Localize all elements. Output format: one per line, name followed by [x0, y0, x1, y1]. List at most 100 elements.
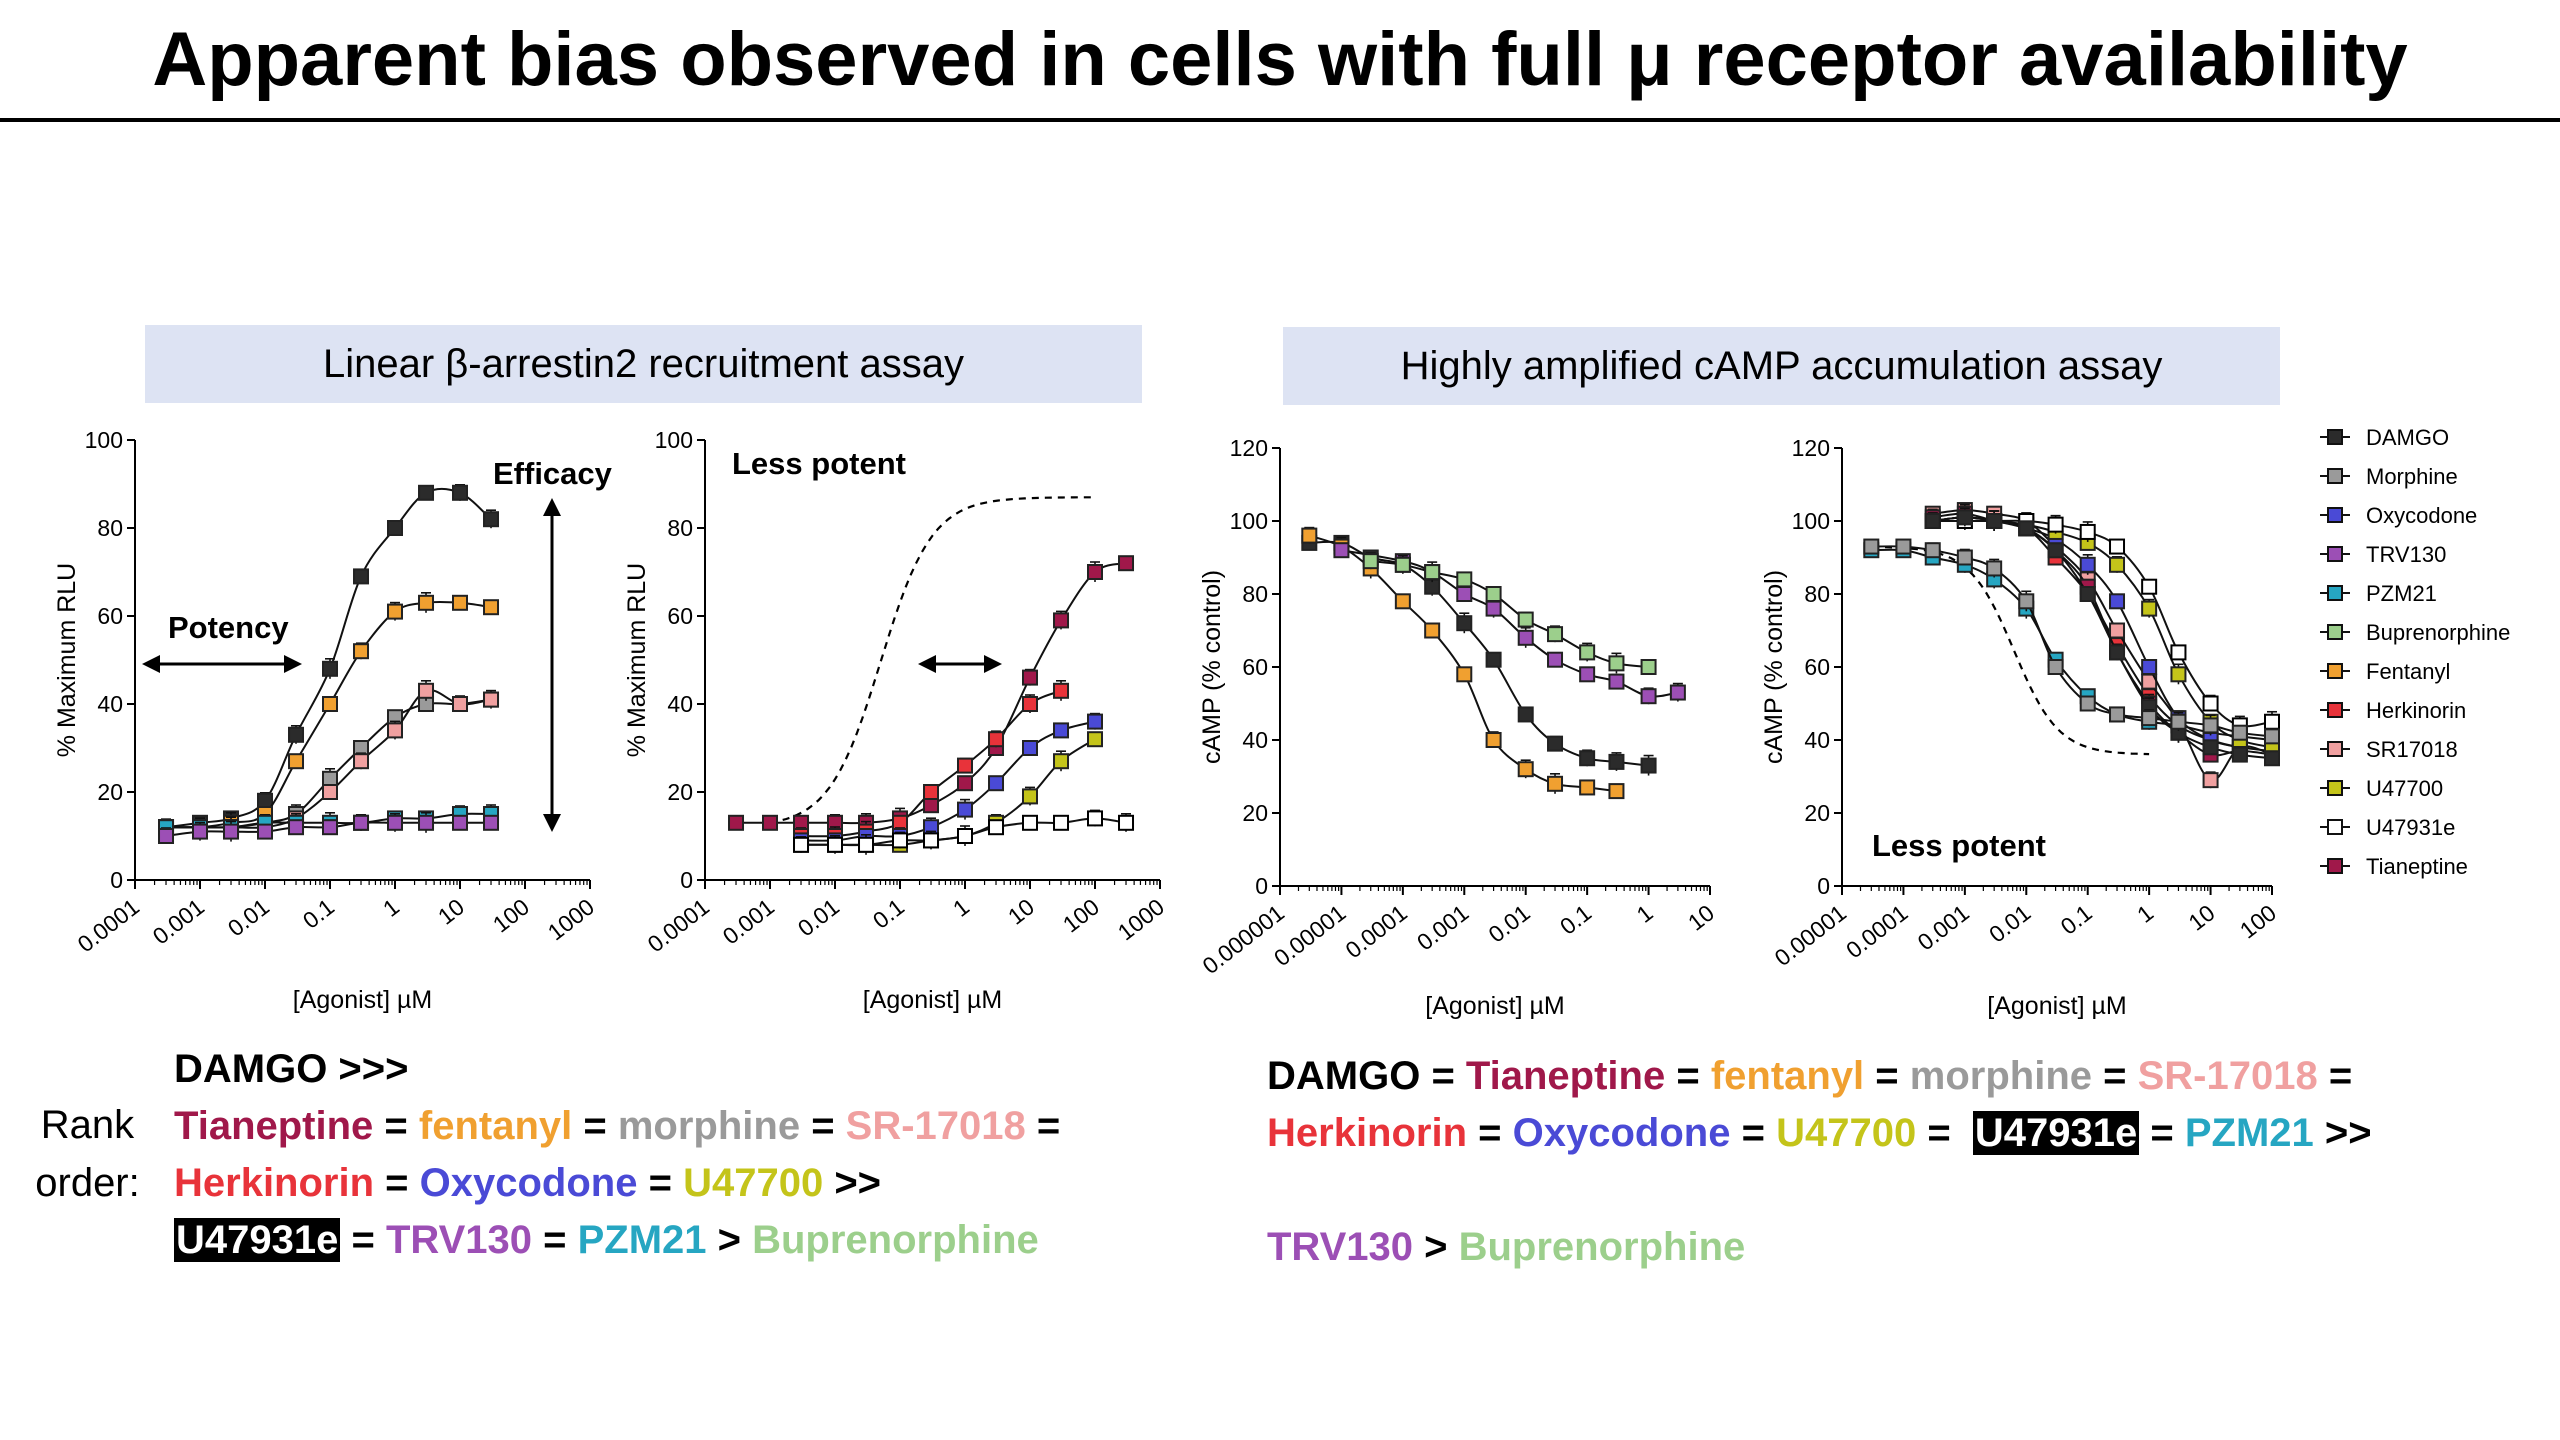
rank-line: DAMGO >>> [174, 1041, 1060, 1098]
rank-segment: = [373, 1104, 419, 1148]
y-tick-label: 120 [1230, 435, 1268, 461]
x-tick-label: 0.0001 [643, 893, 714, 957]
rank-label-line-1: Rank [40, 1103, 135, 1147]
legend-marker [2320, 429, 2350, 445]
data-point [223, 823, 240, 840]
data-point [192, 823, 208, 840]
series-damgo [1924, 507, 2280, 767]
data-point [2141, 710, 2158, 727]
rank-line: DAMGO = Tianeptine = fentanyl = morphine… [1267, 1048, 2372, 1105]
x-tick-label: 1000 [1113, 893, 1169, 945]
data-point [1924, 513, 1941, 529]
data-point [793, 836, 810, 853]
data-point [322, 770, 338, 787]
data-point [2109, 538, 2126, 555]
legend-square [2327, 702, 2343, 718]
left-panel-header: Linear β-arrestin2 recruitment assay [145, 325, 1142, 403]
data-point [1053, 612, 1070, 629]
reference-curve-dashed [769, 496, 1095, 824]
y-tick-label: 60 [97, 603, 123, 629]
legend-item-damgo: DAMGO [2318, 418, 2558, 457]
data-point [483, 691, 500, 708]
series-morphine [1863, 538, 2280, 745]
legend-square [2327, 507, 2343, 523]
data-point [2202, 772, 2219, 789]
rank-compound-highlighted: U47931e [174, 1218, 341, 1262]
data-point [1640, 659, 1657, 675]
x-tick-label: 0.1 [1555, 899, 1596, 939]
data-point [1456, 571, 1473, 588]
fit-curve [1932, 516, 2241, 749]
data-point [1394, 556, 1411, 573]
data-point [1456, 666, 1473, 683]
data-point [1456, 615, 1473, 632]
rank-segment: fentanyl [418, 1104, 573, 1148]
rank-segment: TRV130 [385, 1218, 532, 1262]
data-point [1517, 706, 1534, 723]
fit-curve [1309, 540, 1649, 767]
data-point [1053, 814, 1070, 831]
rank-segment: = [1730, 1111, 1777, 1155]
rank-segment: Tianeptine [174, 1104, 374, 1148]
data-point [452, 594, 468, 611]
data-point [2231, 724, 2248, 741]
legend-square [2327, 780, 2343, 796]
y-tick-label: 80 [97, 515, 123, 541]
potency-arrow [142, 655, 302, 673]
rank-segment: U47700 [1776, 1111, 1917, 1155]
efficacy-label: Efficacy [493, 456, 613, 491]
data-point [322, 660, 338, 677]
legend-marker [2320, 663, 2350, 679]
data-point [1986, 513, 2003, 529]
legend-square [2327, 429, 2343, 445]
legend-item-buprenorphine: Buprenorphine [2318, 613, 2558, 652]
data-point [827, 836, 843, 853]
x-tick-label: 0.000001 [1197, 899, 1289, 979]
rank-segment: SR-17018 [845, 1104, 1026, 1148]
data-point [483, 599, 500, 616]
data-point [1547, 735, 1564, 752]
fit-curve [1341, 549, 1679, 698]
rank-segment: Oxycodone [419, 1161, 638, 1205]
data-point [1895, 538, 1912, 555]
fit-curve [1932, 512, 2273, 757]
data-point [1669, 684, 1686, 701]
data-point [2018, 520, 2035, 537]
rank-segment: = [572, 1104, 618, 1148]
x-tick-label: 0.001 [1412, 899, 1473, 955]
y-axis-label: % Maximum RLU [53, 563, 81, 757]
x-tick-label: 10 [2183, 899, 2219, 935]
data-point [923, 784, 940, 800]
rank-segment: = [1025, 1104, 1061, 1148]
legend-label: Tianeptine [2366, 854, 2468, 879]
x-tick-label: 0.001 [718, 893, 779, 949]
data-point [1956, 509, 1973, 526]
data-point [1362, 553, 1379, 570]
legend-label: TRV130 [2366, 542, 2447, 567]
y-tick-label: 40 [1242, 727, 1268, 753]
data-point [257, 823, 273, 840]
fit-curve [1932, 516, 2273, 760]
y-tick-label: 100 [1792, 508, 1830, 534]
data-point [1485, 732, 1502, 748]
data-point [2202, 695, 2219, 712]
x-tick-label: 0.0001 [1841, 899, 1912, 963]
data-point [1456, 586, 1473, 602]
legend-marker [2320, 624, 2350, 640]
x-tick-label: 0.1 [298, 893, 339, 933]
data-point [1608, 655, 1625, 672]
title-rule [0, 118, 2560, 122]
series-herkinorin [1924, 507, 2280, 759]
arrestin-rank-order: DAMGO >>> Tianeptine = fentanyl = morphin… [174, 1041, 1060, 1269]
data-point [1608, 673, 1625, 690]
data-point [288, 753, 305, 770]
camp-rank-order: DAMGO = Tianeptine = fentanyl = morphine… [1267, 1048, 2372, 1276]
rank-segment: = [374, 1161, 420, 1205]
data-point [2141, 659, 2158, 675]
data-point [2231, 746, 2248, 763]
series-tianeptine [728, 555, 1135, 832]
y-axis-label: cAMP (% control) [1198, 570, 1226, 764]
